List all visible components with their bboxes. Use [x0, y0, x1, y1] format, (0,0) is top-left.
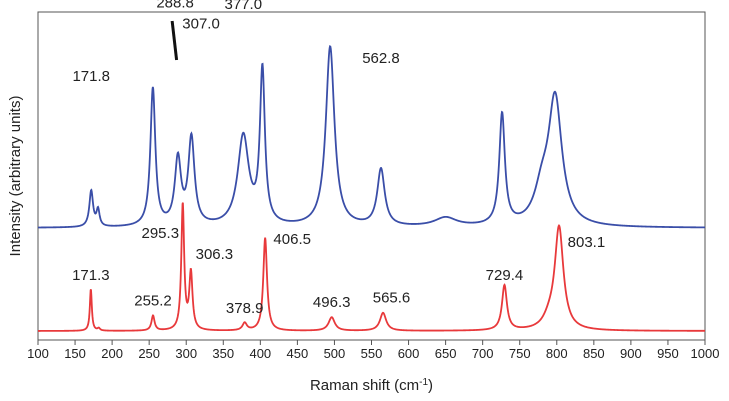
x-tick-label: 450	[287, 346, 309, 361]
peak-label: 406.5	[273, 231, 311, 248]
x-axis-title: Raman shift (cm-1)	[310, 377, 433, 395]
peak-label: 377.0	[225, 0, 263, 13]
peak-label: 565.6	[373, 290, 411, 307]
peak-label: 729.4	[486, 267, 524, 284]
x-tick-label: 650	[435, 346, 457, 361]
x-tick-label: 100	[27, 346, 49, 361]
peak-label: 726.2	[483, 0, 521, 3]
x-tick-label: 700	[472, 346, 494, 361]
x-axis-title-main: Raman shift (cm	[310, 377, 419, 394]
x-tick-label: 900	[620, 346, 642, 361]
x-axis-title-sup: -1	[419, 377, 428, 388]
peak-label: 562.8	[362, 50, 400, 67]
x-tick-label: 200	[101, 346, 123, 361]
peak-label: 306.3	[196, 246, 234, 263]
peak-label: 288.8	[156, 0, 194, 12]
peak-label: 797.8	[536, 0, 574, 3]
x-tick-label: 250	[138, 346, 160, 361]
x-tick-label: 400	[249, 346, 271, 361]
x-tick-label: 850	[583, 346, 605, 361]
series-layer	[38, 45, 705, 332]
y-axis-title: Intensity (arbitrary units)	[7, 96, 24, 257]
x-tick-label: 350	[212, 346, 234, 361]
series-line-2	[38, 202, 705, 332]
peak-label: 171.3	[72, 267, 110, 284]
x-tick-label: 550	[361, 346, 383, 361]
x-tick-label: 750	[509, 346, 531, 361]
x-tick-label: 800	[546, 346, 568, 361]
x-tick-label: 300	[175, 346, 197, 361]
x-axis-title-suffix: )	[428, 377, 433, 394]
x-tick-label: 500	[324, 346, 346, 361]
peak-label: 803.1	[568, 234, 606, 251]
series-line-1	[38, 45, 705, 229]
peak-label: 171.8	[72, 68, 110, 85]
plot-area: 171.8255.0288.8307.0377.0402.8494.2562.8…	[37, 0, 706, 341]
x-tick-label: 1000	[691, 346, 720, 361]
x-tick-label: 600	[398, 346, 420, 361]
x-axis: 100 150 200 250 300 350 400 450 500 550 600 650 700 7…	[27, 340, 719, 361]
peak-label: 295.3	[142, 225, 180, 242]
x-tick-label: 150	[64, 346, 86, 361]
x-tick-label: 950	[657, 346, 679, 361]
peak-label: 255.2	[134, 293, 172, 310]
peak-label: 496.3	[313, 294, 351, 311]
peak-label: 378.9	[226, 300, 264, 317]
annotation-layer: 171.8255.0288.8307.0377.0402.8494.2562.8…	[72, 0, 605, 317]
annotation-leader-288-8	[170, 20, 179, 61]
peak-label: 307.0	[182, 16, 220, 33]
